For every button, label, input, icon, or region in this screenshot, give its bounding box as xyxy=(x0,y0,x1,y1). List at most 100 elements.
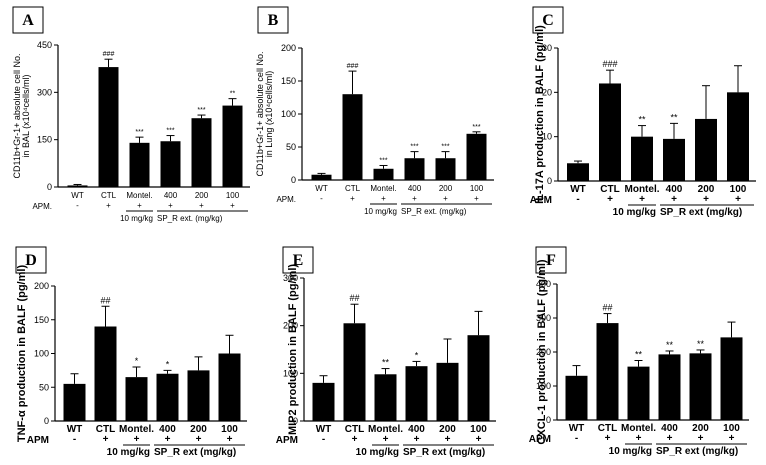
extract-label: SP_R ext (mg/kg) xyxy=(403,447,485,458)
category-label: CTL xyxy=(598,423,617,434)
bar xyxy=(374,374,397,421)
category-label: 100 xyxy=(470,184,484,193)
apm-label: APM. xyxy=(32,202,52,211)
y-tick-label: 10 xyxy=(542,132,552,142)
bar xyxy=(311,174,332,180)
significance-mark: ** xyxy=(666,340,674,350)
dose-label: 10 mg/kg xyxy=(364,207,397,216)
y-tick-label: 200 xyxy=(536,347,551,357)
y-tick-label: 30 xyxy=(542,43,552,53)
y-tick-label: 300 xyxy=(37,87,52,97)
bar xyxy=(125,377,148,421)
y-tick-label: 0 xyxy=(47,182,52,192)
significance-mark: *** xyxy=(135,129,143,136)
significance-mark: *** xyxy=(410,144,418,151)
category-label: CTL xyxy=(101,191,117,200)
y-axis-label-line: IL-17A production in BALF (pg/ml) xyxy=(534,25,546,204)
y-tick-label: 100 xyxy=(283,368,298,378)
apm-sign: + xyxy=(476,434,482,445)
apm-sign: - xyxy=(576,194,579,205)
y-tick-label: 0 xyxy=(291,175,296,185)
bar xyxy=(218,353,241,421)
category-label: Montel. xyxy=(119,424,154,435)
significance-mark: ## xyxy=(100,295,110,305)
category-label: WT xyxy=(71,191,84,200)
y-tick-label: 450 xyxy=(37,40,52,50)
bar xyxy=(63,383,86,421)
y-tick-label: 200 xyxy=(283,321,298,331)
extract-label: SP_R ext (mg/kg) xyxy=(154,447,236,458)
category-label: Montel. xyxy=(621,423,656,434)
category-label: CTL xyxy=(345,424,364,435)
significance-mark: ** xyxy=(382,358,390,368)
y-tick-label: 150 xyxy=(281,76,296,86)
bar xyxy=(436,362,459,421)
category-label: Montel. xyxy=(126,191,152,200)
apm-sign: + xyxy=(134,434,140,445)
category-label: 200 xyxy=(692,423,709,434)
y-axis-label: TNF-α production in BALF (pg/ml) xyxy=(16,265,28,443)
category-label: Montel. xyxy=(368,424,403,435)
category-label: 100 xyxy=(723,423,740,434)
bar xyxy=(631,136,653,181)
y-axis-label-line: CD11b+Gr-1+ absolute cell No. xyxy=(255,52,265,177)
apm-sign: + xyxy=(137,201,142,210)
apm-sign: + xyxy=(607,194,613,205)
bar xyxy=(404,158,425,180)
panel-label-box xyxy=(257,6,289,34)
significance-mark: ### xyxy=(103,51,115,58)
y-tick-label: 20 xyxy=(542,87,552,97)
category-label: 400 xyxy=(666,184,683,195)
category-label: 400 xyxy=(159,424,176,435)
apm-sign: + xyxy=(474,194,479,203)
significance-mark: ** xyxy=(638,115,646,125)
apm-sign: + xyxy=(196,434,202,445)
y-axis-label: CD11b+Gr-1+ absolute cell No.in Lung (x1… xyxy=(255,52,274,177)
category-label: 100 xyxy=(730,184,747,195)
category-label: 400 xyxy=(408,424,425,435)
category-label: 200 xyxy=(439,424,456,435)
apm-sign: - xyxy=(73,434,76,445)
significance-mark: * xyxy=(166,359,170,369)
apm-sign: + xyxy=(227,434,233,445)
apm-sign: + xyxy=(698,433,704,444)
bar xyxy=(658,354,681,420)
panel-a: A 0 150 300 450 CD11b+Gr-1+ absolute cell No.… xyxy=(12,6,250,223)
significance-mark: * xyxy=(415,350,419,360)
apm-sign: - xyxy=(320,194,323,203)
y-axis-label: CD11b+Gr-1+ absolute cell No.in BAL (x10… xyxy=(12,54,31,179)
apm-sign: + xyxy=(636,433,642,444)
category-label: 400 xyxy=(408,184,422,193)
bar xyxy=(599,83,621,181)
y-tick-label: 300 xyxy=(536,313,551,323)
y-tick-label: 150 xyxy=(34,315,49,325)
y-axis-label: MIP2 production in BALF (pg/ml) xyxy=(287,264,299,435)
category-label: Montel. xyxy=(370,184,396,193)
apm-label: APM xyxy=(27,435,49,446)
panel-label: D xyxy=(25,252,37,269)
bar xyxy=(467,335,490,421)
significance-mark: ** xyxy=(697,339,705,349)
bar xyxy=(689,353,712,420)
apm-sign: + xyxy=(735,194,741,205)
category-label: CTL xyxy=(345,184,361,193)
category-label: 100 xyxy=(470,424,487,435)
significance-mark: *** xyxy=(441,144,449,151)
y-tick-label: 200 xyxy=(34,281,49,291)
bar xyxy=(67,185,88,187)
bar xyxy=(596,323,619,420)
category-label: WT xyxy=(570,184,586,195)
category-label: Montel. xyxy=(625,184,660,195)
bar xyxy=(160,141,181,187)
bar xyxy=(222,105,243,187)
dose-label: 10 mg/kg xyxy=(107,447,150,458)
category-label: WT xyxy=(569,423,585,434)
apm-sign: + xyxy=(639,194,645,205)
y-tick-label: 300 xyxy=(283,273,298,283)
apm-sign: + xyxy=(199,201,204,210)
y-tick-label: 150 xyxy=(37,135,52,145)
panel-label-box xyxy=(282,246,314,274)
bar xyxy=(98,67,119,187)
bar xyxy=(191,118,212,187)
bar xyxy=(627,366,650,420)
